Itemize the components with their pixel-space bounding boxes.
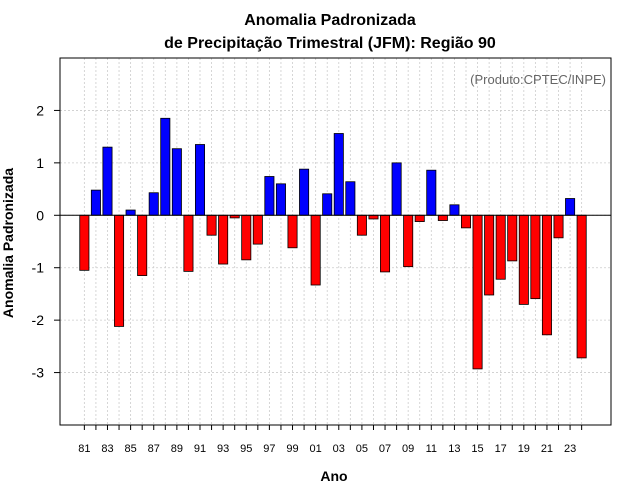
y-tick-label: 2 [36,102,44,118]
bar-96 [252,214,263,245]
x-tick-label: 91 [194,443,206,455]
bar-18 [507,214,518,262]
x-tick-label: 83 [101,443,113,455]
bar-05 [356,214,367,236]
x-tick-label: 05 [356,443,368,455]
bar-82 [90,189,101,216]
x-tick-label: 19 [518,443,530,455]
bar-98 [275,183,286,216]
bar-95 [241,214,252,261]
y-tick-label: -2 [32,312,45,328]
bar-99 [287,214,298,249]
y-axis: 2 1 0 -1 -2 -3 [32,102,60,381]
y-tick-label: -1 [32,260,45,276]
x-tick-label: 21 [541,443,553,455]
x-tick-label: 15 [471,443,483,455]
bar-01 [310,214,321,286]
x-tick-label: 89 [171,443,183,455]
bar-02 [322,193,333,216]
bar-24 [576,214,587,359]
x-tick-label: 81 [78,443,90,455]
x-tick-label: 03 [333,443,345,455]
bar-12 [437,214,448,221]
bar-89 [171,148,182,216]
y-tick-label: -3 [32,365,45,381]
bar-00 [299,168,310,216]
x-tick-label: 87 [148,443,160,455]
bar-13 [449,204,460,216]
bar-81 [79,214,90,271]
bar-84 [114,214,125,327]
source-annotation: (Produto:CPTEC/INPE) [470,72,606,87]
plot-frame [59,57,612,426]
bar-10 [414,214,425,222]
bar-11 [426,169,437,216]
x-tick-label: 93 [217,443,229,455]
y-axis-title: Anomalia Padronizada [0,168,16,318]
bar-04 [345,181,356,216]
bar-92 [206,214,217,236]
bars [79,117,587,370]
bar-06 [368,214,379,220]
y-tick-label: 1 [36,155,44,171]
bar-03 [333,133,344,216]
bar-07 [380,214,391,273]
bar-85 [125,209,136,216]
x-tick-label: 85 [124,443,136,455]
bar-21 [541,214,552,336]
bar-87 [148,192,159,216]
x-tick-label: 97 [263,443,275,455]
x-tick-label: 11 [426,443,437,455]
x-tick-label: 95 [240,443,252,455]
bar-97 [264,176,275,216]
x-tick-label: 07 [379,443,391,455]
bar-20 [530,214,541,300]
bar-93 [218,214,229,265]
x-tick-label: 17 [495,443,507,455]
x-tick-label: 09 [402,443,414,455]
bar-09 [403,214,414,268]
bar-86 [137,214,148,276]
bar-14 [460,214,471,229]
y-tick-label: 0 [36,207,44,223]
bar-17 [495,214,506,280]
x-tick-label: 13 [448,443,460,455]
x-axis: 81 83 85 87 89 91 93 95 97 99 01 03 05 07 09 11 13 15 17 19… [78,425,583,455]
bar-91 [194,144,205,216]
bar-19 [518,214,529,305]
bar-88 [160,117,171,216]
x-tick-label: 01 [310,443,322,455]
chart-subtitle: de Precipitação Trimestral (JFM): Região… [164,35,496,52]
bar-15 [472,214,483,370]
x-tick-label: 23 [564,443,576,455]
x-tick-label: 99 [286,443,298,455]
chart-title: Anomalia Padronizada [244,12,416,29]
gridlines [60,58,611,425]
bar-23 [565,198,576,216]
bar-22 [553,214,564,239]
bar-90 [183,214,194,272]
bar-83 [102,146,113,216]
bar-16 [484,214,495,296]
bar-08 [391,162,402,216]
x-axis-title: Ano [320,468,347,484]
